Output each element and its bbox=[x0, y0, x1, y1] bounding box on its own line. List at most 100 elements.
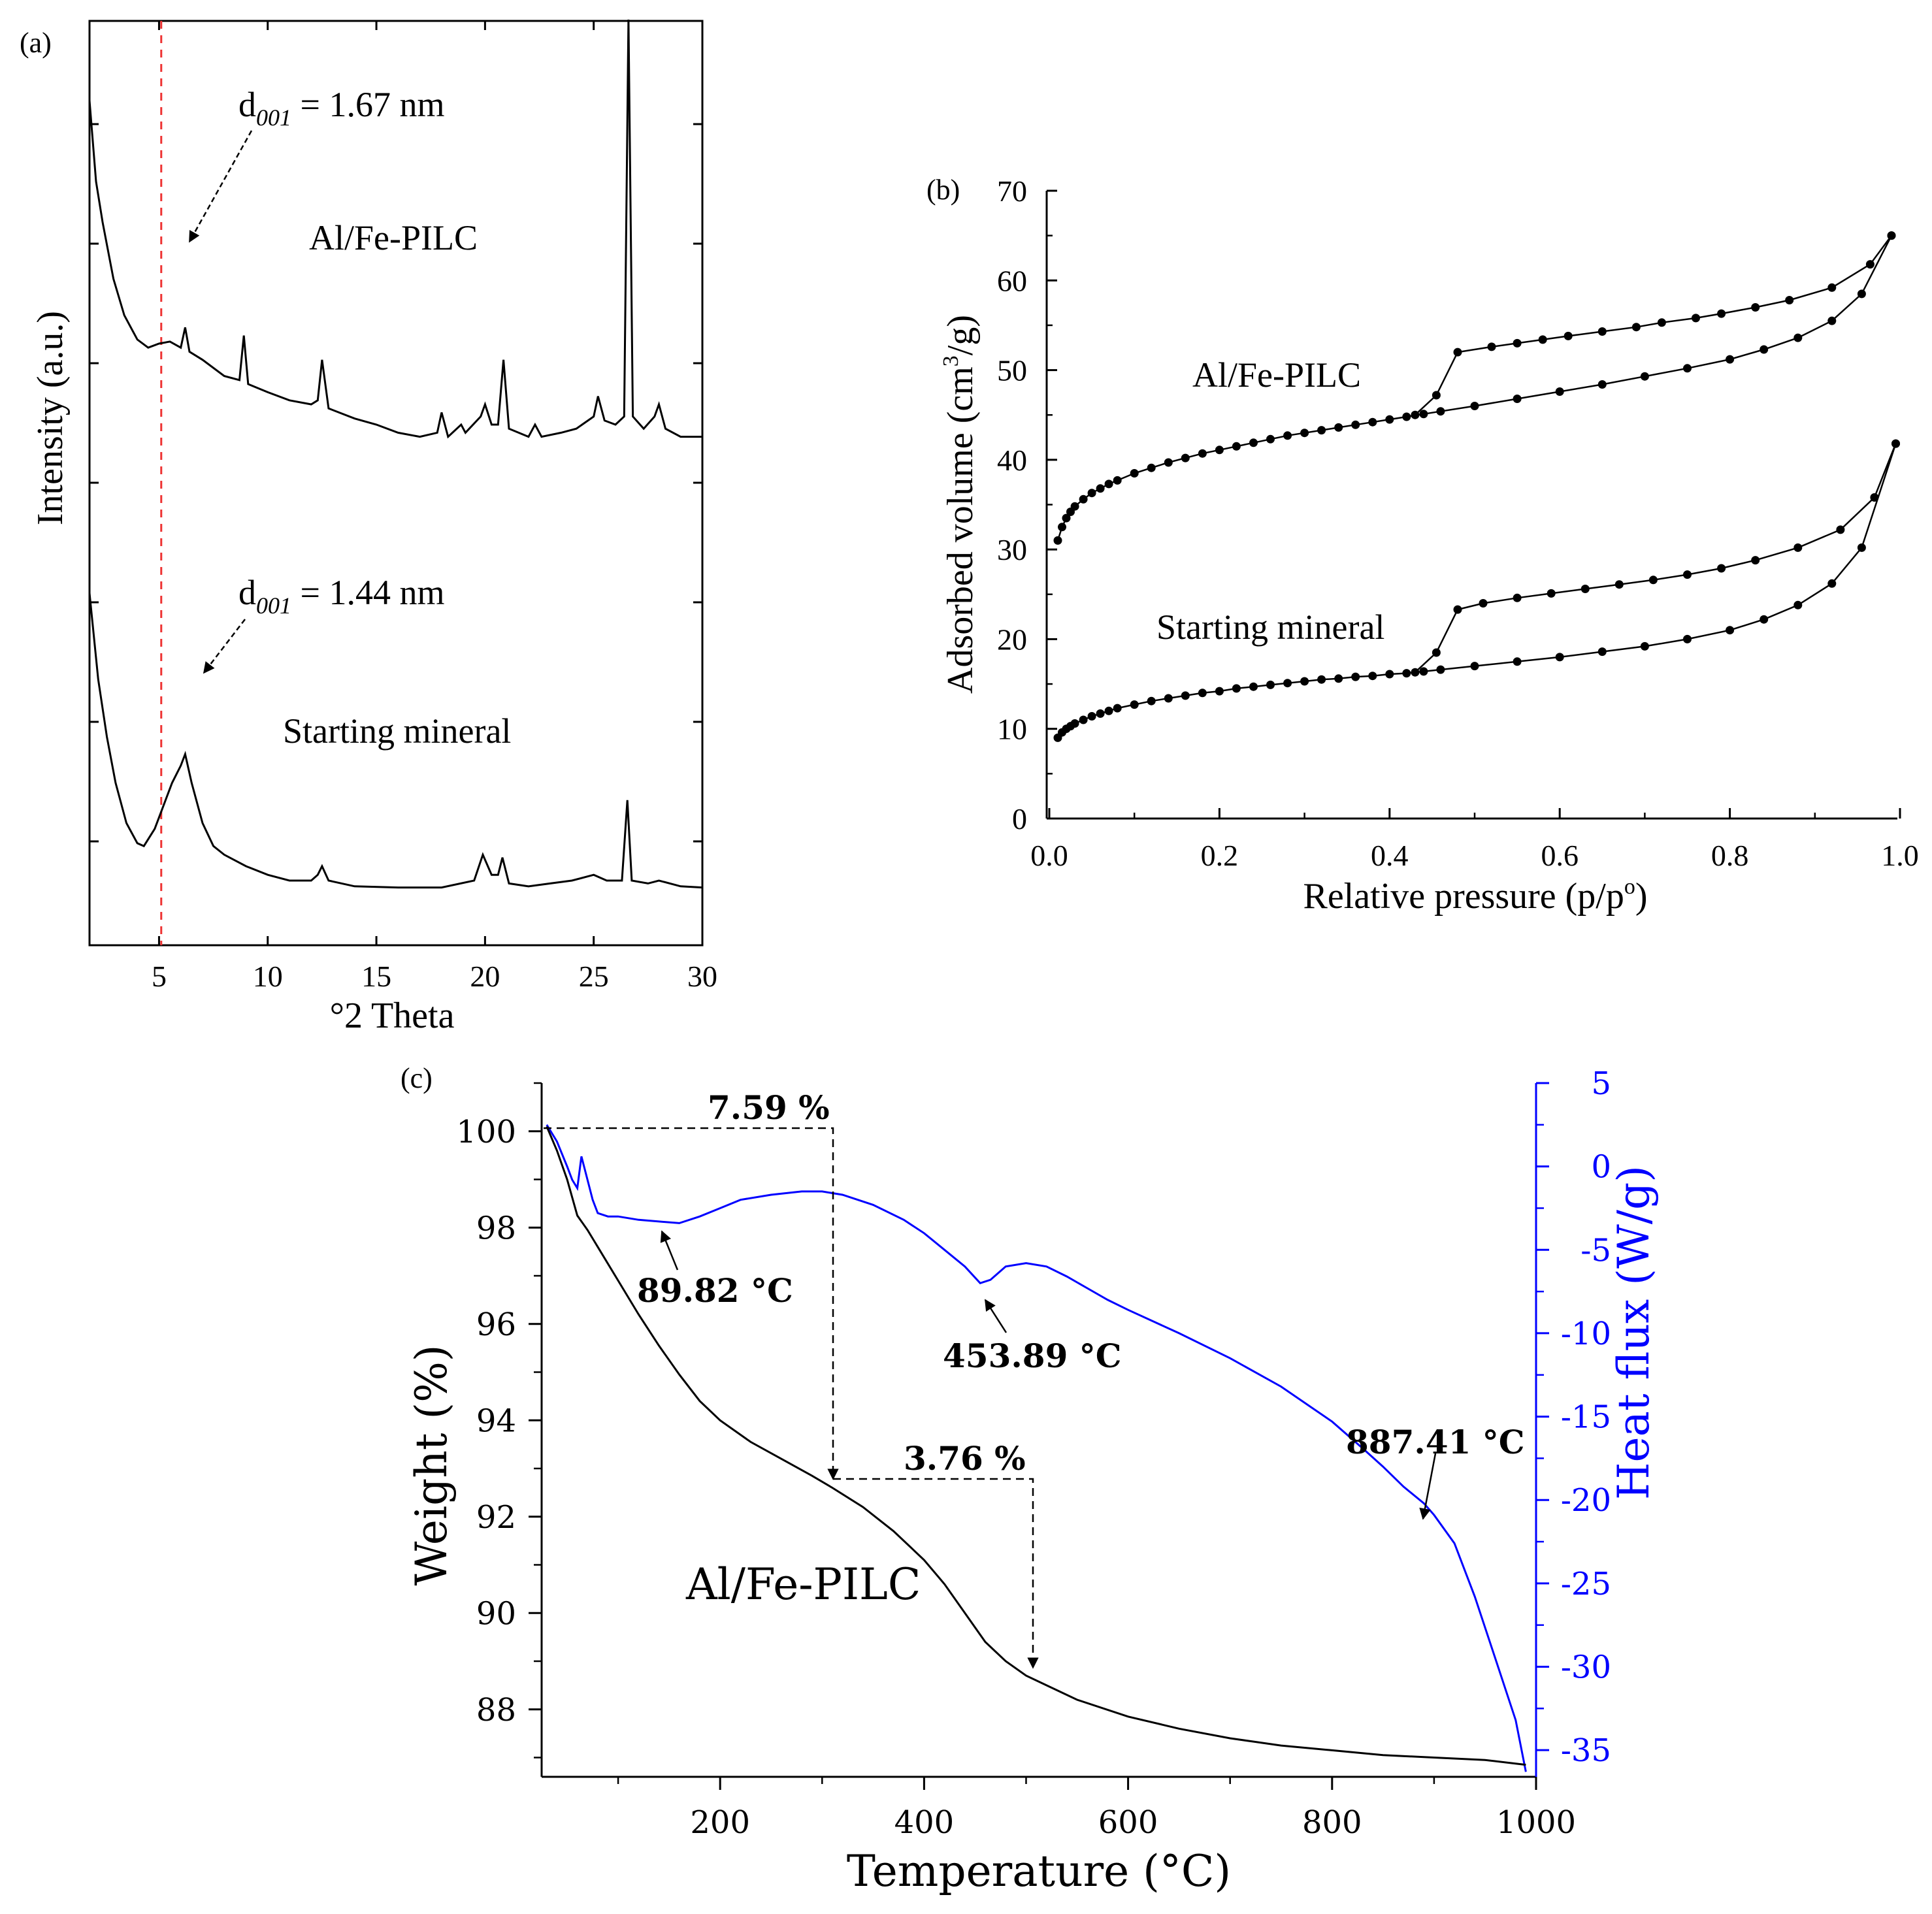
isotherm-point bbox=[1453, 605, 1462, 614]
isotherm-point bbox=[1760, 615, 1769, 624]
c-left-tick-label: 98 bbox=[476, 1210, 516, 1246]
isotherm-point bbox=[1402, 412, 1411, 421]
isotherm-point bbox=[1147, 696, 1156, 706]
peak3-label: 887.41 °C bbox=[1346, 1423, 1525, 1461]
isotherm-point bbox=[1249, 682, 1258, 691]
isotherm-point bbox=[1266, 434, 1275, 444]
isotherm-point bbox=[1079, 495, 1088, 504]
weight-curve bbox=[546, 1126, 1526, 1766]
loss1-bracket bbox=[544, 1127, 839, 1480]
panel-c-letter: (c) bbox=[401, 1062, 433, 1094]
b-y-tick-label: 20 bbox=[997, 623, 1027, 656]
c-right-tick-label: -15 bbox=[1561, 1399, 1611, 1436]
isotherm-point bbox=[1827, 316, 1837, 325]
isotherm-point bbox=[1283, 679, 1292, 688]
panel-c-annotation-lines bbox=[544, 1127, 1437, 1669]
isotherm-point bbox=[1317, 426, 1326, 435]
isotherm-point bbox=[1760, 345, 1769, 354]
peak1-label: 89.82 °C bbox=[637, 1271, 793, 1310]
tga-sample-label: Al/Fe-PILC bbox=[685, 1559, 921, 1610]
isotherm-point bbox=[1793, 600, 1803, 609]
a-x-tick-label: 5 bbox=[152, 960, 167, 993]
a-x-tick-label: 15 bbox=[361, 960, 391, 993]
panel-c-x-axis-title: Temperature (°C) bbox=[847, 1846, 1231, 1896]
isotherm-point bbox=[1683, 634, 1692, 643]
panel-c-right-tick-labels: 5 0 -5 -10 -15 -20 -25 -30 -35 bbox=[1561, 1065, 1611, 1769]
pilc-xrd-label: Al/Fe-PILC bbox=[309, 218, 478, 257]
panel-c-tga-dsc-chart: (c) 200 400 600 800 1000 88 90 92 94 96 98 100 5 0 -… bbox=[401, 1062, 1659, 1896]
isotherm-point bbox=[1657, 318, 1666, 327]
isotherm-point bbox=[1891, 439, 1900, 448]
isotherm-point bbox=[1164, 458, 1173, 467]
panel-a-x-tick-labels: 5 10 15 20 25 30 bbox=[152, 960, 717, 993]
a-x-tick-label: 25 bbox=[579, 960, 609, 993]
isotherm-point bbox=[1648, 576, 1658, 585]
isotherm-point bbox=[1631, 323, 1641, 332]
isotherm-point bbox=[1283, 431, 1292, 440]
isotherm-point bbox=[1079, 715, 1088, 724]
b-x-tick-label: 0.0 bbox=[1030, 839, 1068, 872]
a-x-tick-label: 30 bbox=[687, 960, 717, 993]
c-x-tick-label: 200 bbox=[690, 1804, 750, 1841]
isotherm-point bbox=[1215, 446, 1224, 455]
isotherm-point bbox=[1555, 653, 1564, 662]
isotherm-point bbox=[1887, 231, 1896, 240]
isotherm-point bbox=[1087, 489, 1096, 498]
isotherm-point bbox=[1104, 479, 1113, 489]
isotherm-point bbox=[1062, 513, 1071, 523]
isotherm-point bbox=[1087, 712, 1096, 721]
isotherm-point bbox=[1147, 463, 1156, 472]
panel-a-xrd-chart: (a) 5 10 15 20 25 30 d001 = 1.67 nm Al/Fe-PIL… bbox=[20, 19, 717, 1036]
c-left-tick-label: 90 bbox=[476, 1595, 516, 1632]
isotherm-point bbox=[1827, 283, 1837, 292]
c-right-tick-label: -35 bbox=[1561, 1732, 1611, 1769]
isotherm-point bbox=[1385, 415, 1394, 424]
isotherm-point bbox=[1181, 691, 1190, 700]
isotherm-point bbox=[1726, 355, 1735, 364]
peak3-arrow bbox=[1419, 1453, 1437, 1520]
b-x-tick-label: 1.0 bbox=[1881, 839, 1919, 872]
c-right-tick-label: 5 bbox=[1591, 1065, 1611, 1102]
peak2-label: 453.89 °C bbox=[943, 1337, 1122, 1375]
b-x-tick-label: 0.4 bbox=[1371, 839, 1409, 872]
isotherm-point bbox=[1104, 706, 1113, 715]
c-right-tick-label: -25 bbox=[1561, 1566, 1611, 1602]
starting-d001-arrow bbox=[203, 619, 246, 674]
isotherm-point bbox=[1181, 453, 1190, 462]
heat-flux-curve bbox=[546, 1124, 1527, 1772]
isotherm-point bbox=[1717, 564, 1726, 573]
isotherm-point bbox=[1865, 260, 1875, 269]
isotherm-point bbox=[1432, 648, 1441, 657]
isotherm-point bbox=[1058, 523, 1066, 532]
b-x-tick-label: 0.6 bbox=[1541, 839, 1579, 872]
isotherm-point bbox=[1827, 579, 1837, 588]
panel-b-letter: (b) bbox=[926, 174, 960, 206]
panel-a-letter: (a) bbox=[20, 27, 52, 59]
b-y-tick-label: 30 bbox=[997, 533, 1027, 566]
isotherm-point bbox=[1113, 704, 1122, 713]
isotherm-point bbox=[1479, 599, 1488, 608]
isotherm-point bbox=[1070, 719, 1079, 728]
panel-b-x-tick-labels: 0.0 0.2 0.4 0.6 0.8 1.0 bbox=[1030, 839, 1919, 872]
isotherm-point bbox=[1317, 675, 1326, 684]
isotherm-line bbox=[1415, 443, 1897, 673]
isotherm-point bbox=[1351, 420, 1360, 429]
panel-b-isotherm-chart: (b) 0.0 0.2 0.4 0.6 0.8 1.0 0 10 20 30 40 50 60 70 A… bbox=[926, 174, 1919, 916]
isotherm-point bbox=[1751, 556, 1760, 565]
c-right-tick-label: -30 bbox=[1561, 1649, 1611, 1686]
isotherm-point bbox=[1836, 525, 1845, 534]
panel-c-x-tick-labels: 200 400 600 800 1000 bbox=[690, 1804, 1576, 1841]
starting-xrd-label: Starting mineral bbox=[283, 711, 511, 751]
isotherm-point bbox=[1402, 669, 1411, 678]
isotherm-point bbox=[1070, 502, 1079, 511]
isotherm-point bbox=[1555, 387, 1564, 396]
peak1-arrow bbox=[660, 1230, 679, 1271]
b-y-tick-label: 70 bbox=[997, 174, 1027, 208]
isotherm-point bbox=[1198, 449, 1207, 458]
isotherm-point bbox=[1857, 289, 1866, 299]
isotherm-point bbox=[1249, 438, 1258, 447]
isotherm-point bbox=[1113, 476, 1122, 485]
loss1-label: 7.59 % bbox=[708, 1088, 830, 1127]
isotherm-point bbox=[1232, 442, 1241, 451]
